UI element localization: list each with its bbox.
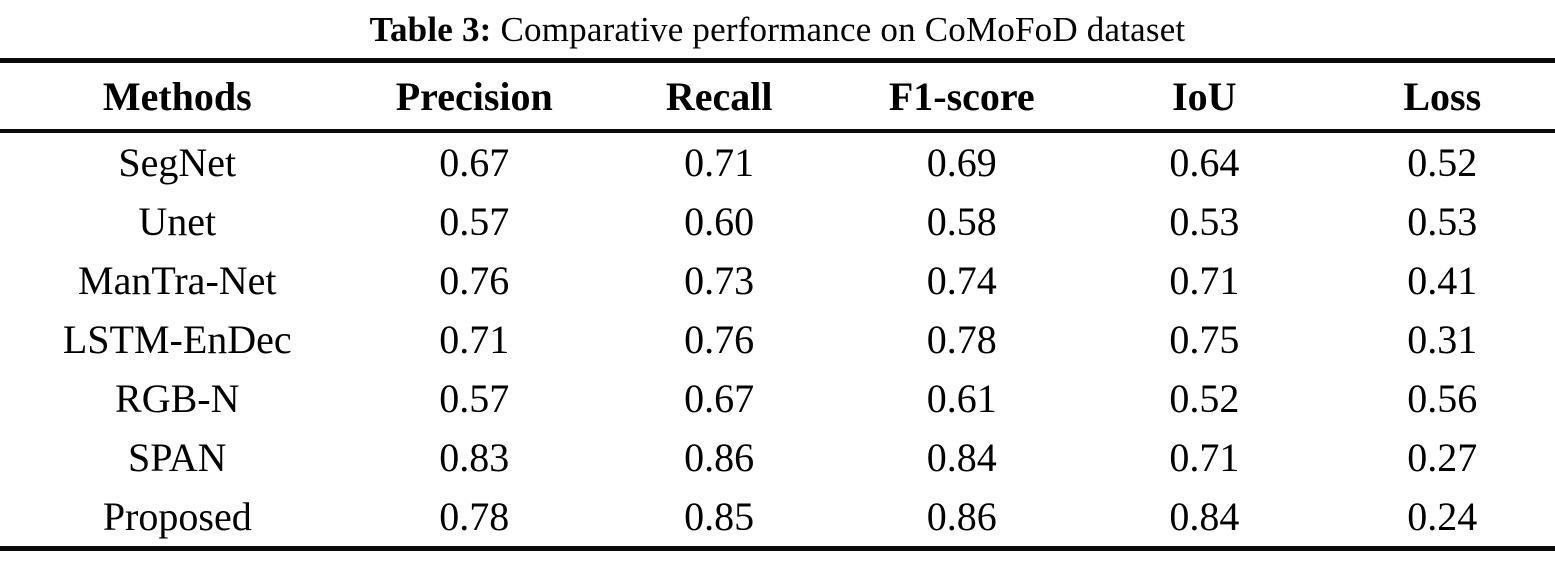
value-cell: 0.64 <box>1169 140 1240 185</box>
column-header-precision: Precision <box>395 73 553 119</box>
table-row-span: SPAN 0.83 0.86 0.84 0.71 0.27 <box>0 428 1555 487</box>
column-header-iou: IoU <box>1172 73 1237 119</box>
table-header: Methods Precision Recall F1-score IoU Lo… <box>0 61 1555 131</box>
column-header-recall: Recall <box>665 73 773 119</box>
value-cell: 0.53 <box>1169 199 1240 244</box>
value-cell: 0.71 <box>1169 258 1240 303</box>
column-header-methods: Methods <box>102 73 252 119</box>
value-cell: 0.52 <box>1407 140 1478 185</box>
table-row-lstm-endec: LSTM-EnDec 0.71 0.76 0.78 0.75 0.31 <box>0 310 1555 369</box>
value-cell: 0.85 <box>684 494 755 539</box>
method-cell: ManTra-Net <box>78 258 277 303</box>
value-cell: 0.84 <box>1169 494 1240 539</box>
method-cell: Unet <box>138 199 217 244</box>
value-cell: 0.41 <box>1407 258 1478 303</box>
value-cell: 0.24 <box>1407 494 1478 539</box>
table-body: SegNet 0.67 0.71 0.69 0.64 0.52 Unet 0.5… <box>0 131 1555 549</box>
method-cell: Proposed <box>102 494 252 539</box>
value-cell: 0.78 <box>926 317 997 362</box>
value-cell: 0.67 <box>684 376 755 421</box>
table-row-segnet: SegNet 0.67 0.71 0.69 0.64 0.52 <box>0 131 1555 192</box>
value-cell: 0.83 <box>439 435 510 480</box>
value-cell: 0.74 <box>926 258 997 303</box>
value-cell: 0.53 <box>1407 199 1478 244</box>
value-cell: 0.60 <box>684 199 755 244</box>
table-row-proposed: Proposed 0.78 0.85 0.86 0.84 0.24 <box>0 487 1555 549</box>
value-cell: 0.71 <box>684 140 755 185</box>
table-caption: Table 3: Comparative performance on CoMo… <box>0 0 1555 58</box>
value-cell: 0.71 <box>439 317 510 362</box>
caption-label: Table 3: <box>369 10 492 49</box>
value-cell: 0.84 <box>926 435 997 480</box>
value-cell: 0.69 <box>926 140 997 185</box>
table-row-rgb-n: RGB-N 0.57 0.67 0.61 0.52 0.56 <box>0 369 1555 428</box>
method-cell: SegNet <box>118 140 237 185</box>
method-cell: LSTM-EnDec <box>62 317 292 362</box>
value-cell: 0.27 <box>1407 435 1478 480</box>
value-cell: 0.58 <box>926 199 997 244</box>
value-cell: 0.71 <box>1169 435 1240 480</box>
value-cell: 0.31 <box>1407 317 1478 362</box>
column-header-loss: Loss <box>1403 73 1482 119</box>
table-row-unet: Unet 0.57 0.60 0.58 0.53 0.53 <box>0 192 1555 251</box>
value-cell: 0.86 <box>926 494 997 539</box>
value-cell: 0.76 <box>684 317 755 362</box>
value-cell: 0.57 <box>439 199 510 244</box>
value-cell: 0.52 <box>1169 376 1240 421</box>
comparison-table: Methods Precision Recall F1-score IoU Lo… <box>0 58 1555 551</box>
value-cell: 0.86 <box>684 435 755 480</box>
method-cell: RGB-N <box>115 376 240 421</box>
table-row-mantra-net: ManTra-Net 0.76 0.73 0.74 0.71 0.41 <box>0 251 1555 310</box>
value-cell: 0.78 <box>439 494 510 539</box>
method-cell: SPAN <box>127 435 227 480</box>
value-cell: 0.73 <box>684 258 755 303</box>
header-row: Methods Precision Recall F1-score IoU Lo… <box>0 61 1555 131</box>
value-cell: 0.75 <box>1169 317 1240 362</box>
value-cell: 0.67 <box>439 140 510 185</box>
value-cell: 0.76 <box>439 258 510 303</box>
column-header-f1-score: F1-score <box>888 73 1035 119</box>
value-cell: 0.56 <box>1407 376 1478 421</box>
caption-text: Comparative performance on CoMoFoD datas… <box>500 10 1186 49</box>
value-cell: 0.61 <box>926 376 997 421</box>
value-cell: 0.57 <box>439 376 510 421</box>
